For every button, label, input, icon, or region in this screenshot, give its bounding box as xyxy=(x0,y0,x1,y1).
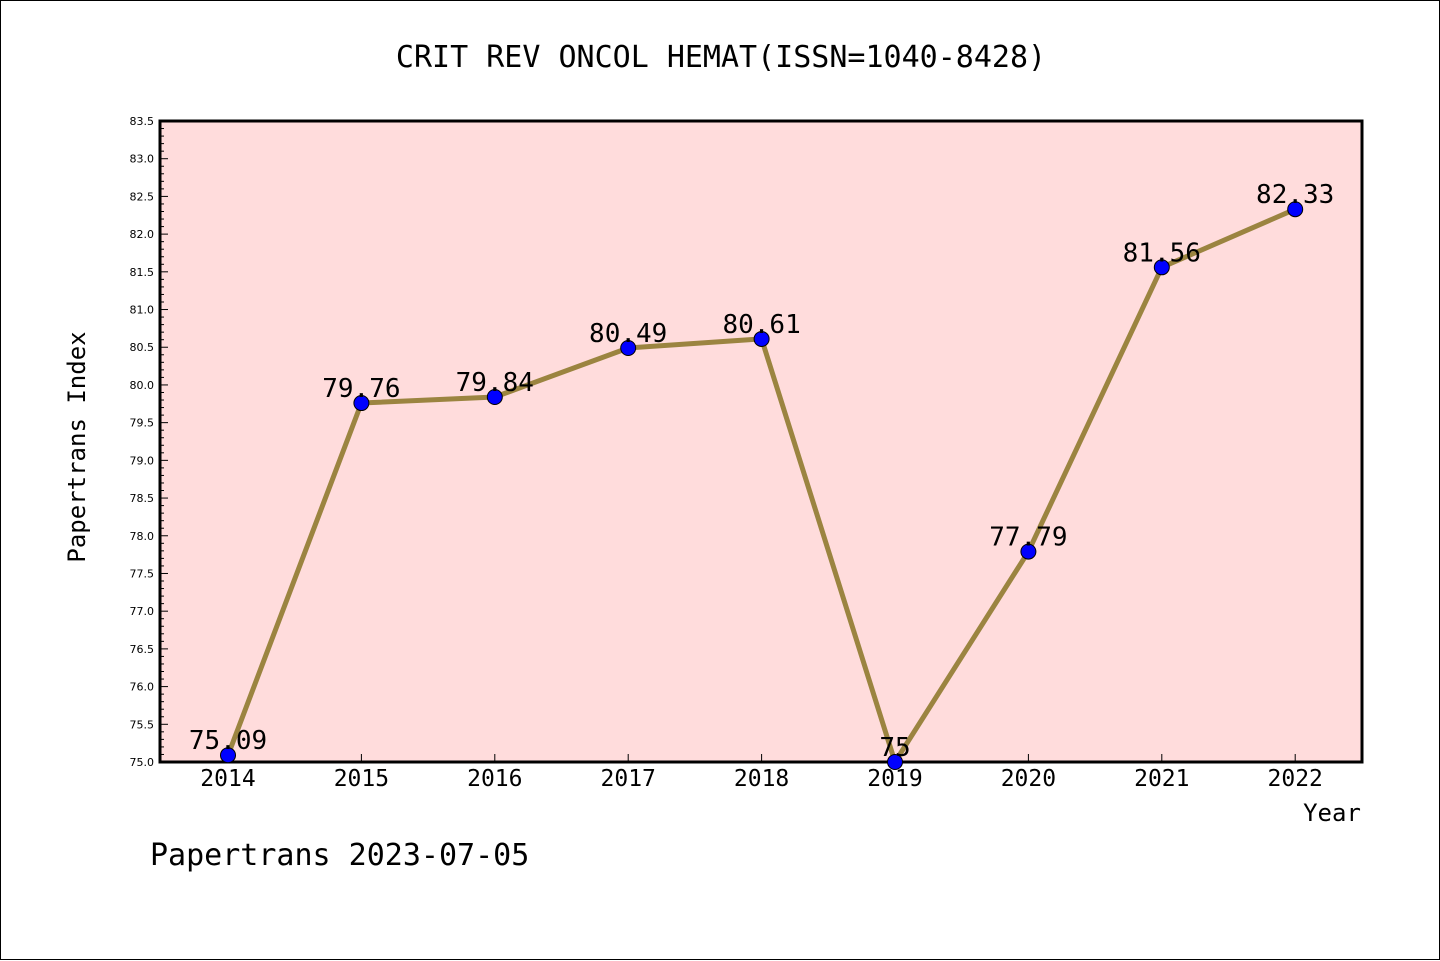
data-label: 75 xyxy=(879,733,910,763)
y-tick-label: 81.0 xyxy=(130,304,155,317)
data-point xyxy=(353,395,370,412)
y-tick-label: 83.0 xyxy=(130,153,155,166)
y-tick-label: 75.5 xyxy=(130,718,155,731)
data-label: 75.09 xyxy=(189,726,267,756)
data-label: 79.76 xyxy=(322,374,400,404)
data-labels-group: 75.09 79.76 79.84 80.49 80.61 75 77.79 81.56 82.… xyxy=(189,180,1334,763)
footer-text: Papertrans 2023-07-05 xyxy=(150,838,529,873)
y-tick-label: 79.0 xyxy=(130,454,155,467)
x-tick-label: 2021 xyxy=(1134,766,1189,792)
x-tick-label: 2016 xyxy=(467,766,522,792)
y-tick-label: 82.0 xyxy=(130,228,155,241)
data-point xyxy=(1287,201,1304,218)
y-tick-label: 80.0 xyxy=(130,379,155,392)
data-point xyxy=(220,747,236,764)
y-tick-label: 79.5 xyxy=(130,417,155,430)
data-label: 79.84 xyxy=(456,368,534,398)
y-tick-label: 78.0 xyxy=(130,530,155,543)
y-tick-label: 78.5 xyxy=(130,492,155,505)
data-label: 77.79 xyxy=(989,523,1067,553)
data-point xyxy=(887,754,903,770)
x-axis-label: Year xyxy=(1303,799,1361,827)
y-axis-label: Papertrans Index xyxy=(63,331,91,562)
x-tick-label: 2014 xyxy=(200,766,255,792)
x-tick-label: 2017 xyxy=(601,766,656,792)
y-tick-label: 81.5 xyxy=(130,266,155,279)
data-point xyxy=(1153,259,1170,276)
data-label: 80.49 xyxy=(589,319,667,349)
x-tick-label: 2019 xyxy=(867,766,922,792)
y-tick-label: 77.0 xyxy=(130,605,155,618)
x-tick-label: 2020 xyxy=(1001,766,1056,792)
y-tick-label: 77.5 xyxy=(130,567,155,580)
data-point xyxy=(1020,543,1037,560)
x-axis: 2014 2015 2016 2017 2018 2019 2020 2021 2022 xyxy=(200,754,1323,792)
y-tick-label: 83.5 xyxy=(130,115,155,128)
plot-area xyxy=(158,119,1364,764)
data-point xyxy=(753,330,770,347)
data-label: 80.61 xyxy=(722,310,800,340)
y-tick-label: 82.5 xyxy=(130,190,155,203)
x-tick-label: 2015 xyxy=(334,766,389,792)
x-tick-label: 2022 xyxy=(1268,766,1323,792)
y-axis: 75.0 75.5 76.0 76.5 77.0 77.5 78.0 78.5 79.0 79.5… xyxy=(130,115,168,769)
series-group xyxy=(220,201,1304,770)
y-tick-label: 80.5 xyxy=(130,341,155,354)
y-tick-label: 76.0 xyxy=(130,681,155,694)
data-point xyxy=(486,389,503,406)
y-tick-label: 76.5 xyxy=(130,643,155,656)
data-label: 81.56 xyxy=(1123,238,1201,268)
data-point xyxy=(620,339,637,356)
data-label: 82.33 xyxy=(1256,180,1334,210)
chart-title: CRIT REV ONCOL HEMAT(ISSN=1040-8428) xyxy=(396,40,1046,75)
x-tick-label: 2018 xyxy=(734,766,789,792)
y-tick-label: 75.0 xyxy=(130,756,155,769)
